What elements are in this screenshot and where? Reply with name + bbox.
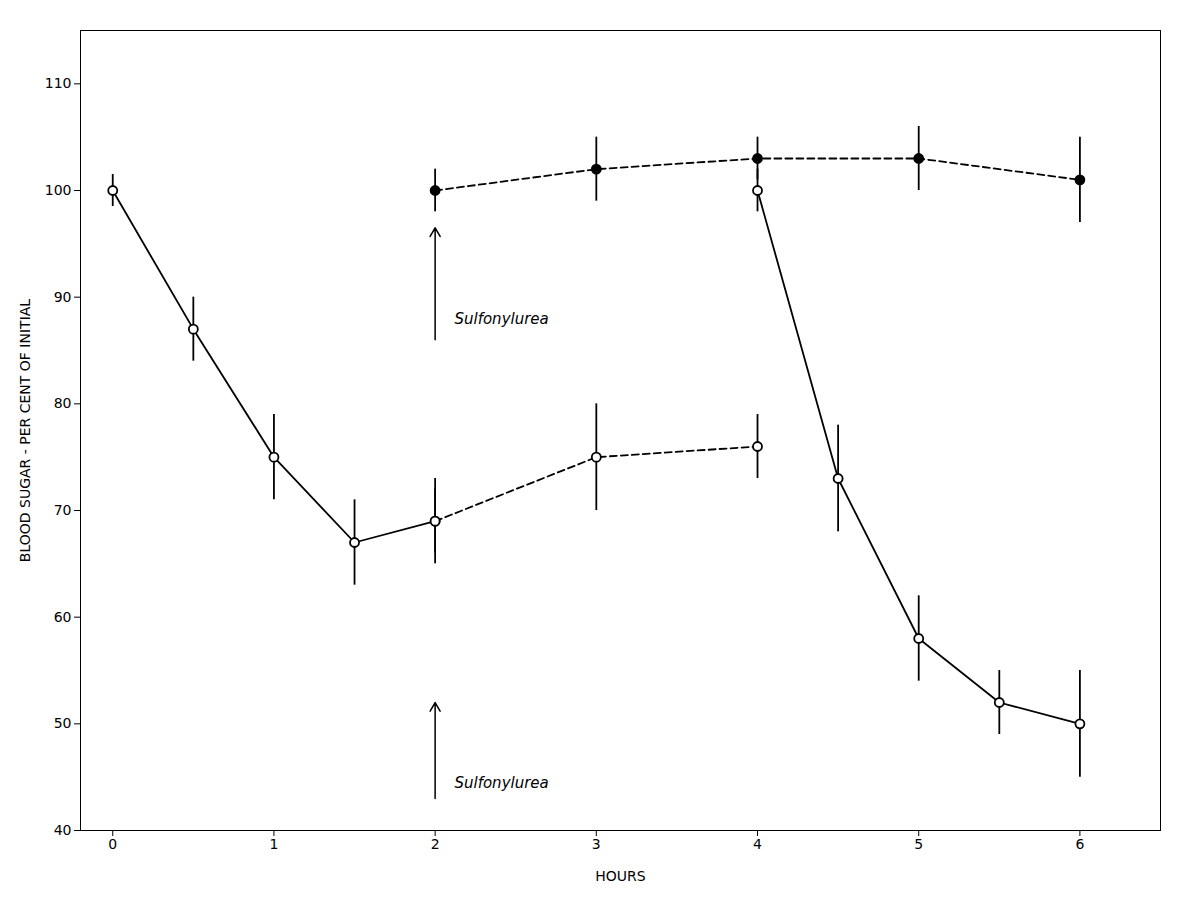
svg-text:1: 1	[269, 836, 278, 852]
svg-text:100: 100	[45, 182, 72, 198]
svg-text:5: 5	[914, 836, 923, 852]
svg-text:40: 40	[54, 822, 72, 838]
svg-text:90: 90	[54, 289, 72, 305]
svg-text:Sulfonylurea: Sulfonylurea	[454, 310, 548, 328]
svg-text:0: 0	[108, 836, 117, 852]
svg-text:50: 50	[54, 715, 72, 731]
svg-text:4: 4	[753, 836, 762, 852]
svg-text:110: 110	[45, 75, 72, 91]
svg-text:HOURS: HOURS	[595, 868, 646, 884]
svg-text:Sulfonylurea: Sulfonylurea	[454, 774, 548, 792]
svg-text:70: 70	[54, 502, 72, 518]
svg-text:BLOOD SUGAR - PER CENT OF INIT: BLOOD SUGAR - PER CENT OF INITIAL	[17, 299, 33, 562]
svg-text:2: 2	[431, 836, 440, 852]
svg-text:80: 80	[54, 395, 72, 411]
svg-text:60: 60	[54, 609, 72, 625]
svg-text:6: 6	[1075, 836, 1084, 852]
svg-text:3: 3	[592, 836, 601, 852]
